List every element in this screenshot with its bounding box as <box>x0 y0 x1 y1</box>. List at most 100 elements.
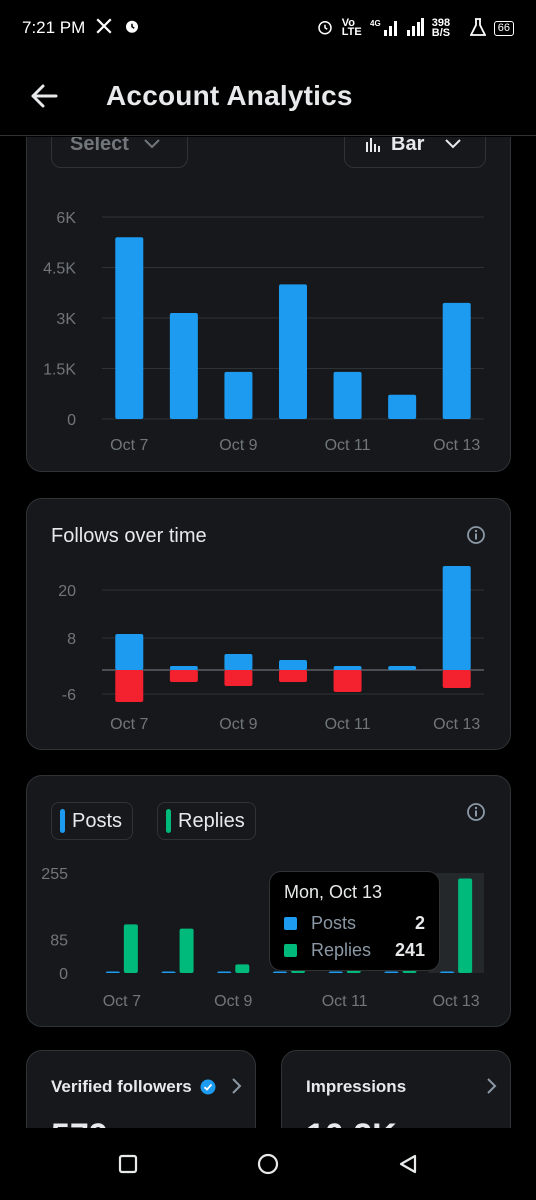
bar <box>224 654 253 670</box>
y-tick-label: 1.5K <box>43 362 76 379</box>
bar <box>179 928 194 973</box>
x-tick-label: Oct 9 <box>219 437 257 454</box>
chevron-right-icon <box>487 1078 497 1094</box>
tooltip-row-posts: Posts 2 <box>284 913 425 934</box>
replies-filter-chip[interactable]: Replies <box>157 802 256 840</box>
chevron-down-icon <box>144 139 160 149</box>
bar-chart-icon <box>366 138 380 152</box>
follows-bar-chart: 20 8 -6 Oct 7 Oct 9 Oct 11 Oct 13 <box>58 566 484 733</box>
info-icon[interactable] <box>466 802 486 822</box>
signal-4g-icon: 4G <box>370 18 398 39</box>
volte-icon: Vo LTE <box>341 17 362 38</box>
back-button[interactable] <box>24 76 64 116</box>
status-bar: 7:21 PM Vo LTE 4G 398 B/S 66 <box>0 0 536 56</box>
posts-swatch <box>60 809 65 833</box>
circle-icon <box>257 1153 279 1175</box>
bar <box>161 971 176 973</box>
bar <box>328 971 343 973</box>
bar <box>224 371 253 419</box>
y-tick-label: -6 <box>62 687 76 704</box>
tooltip-replies-swatch <box>284 944 297 957</box>
tooltip-replies-value: 241 <box>394 940 425 960</box>
y-tick-label: 3K <box>56 311 76 328</box>
home-button[interactable] <box>248 1144 288 1184</box>
x-tick-label: Oct 13 <box>433 716 480 733</box>
y-tick-label: 0 <box>67 412 76 429</box>
bar <box>115 237 144 419</box>
replies-chip-label: Replies <box>178 809 245 832</box>
bar <box>217 971 232 973</box>
bar <box>333 670 362 692</box>
chart-type-label: Bar <box>391 137 425 155</box>
posts-replies-card: Posts Replies 255 85 0 Oct 7 Oct 9 Oct 11 Oct … <box>26 775 511 1027</box>
chart-tooltip: Mon, Oct 13 Posts 2 Replies 241 <box>269 871 440 971</box>
tooltip-posts-swatch <box>284 917 297 930</box>
svg-text:4G: 4G <box>370 19 381 28</box>
recent-apps-button[interactable] <box>108 1144 148 1184</box>
tooltip-posts-value: 2 <box>414 913 425 933</box>
bar <box>279 284 307 419</box>
signal-icon <box>406 17 424 39</box>
chart-type-dropdown[interactable]: Bar <box>344 137 486 168</box>
alarm-clock-icon <box>123 17 141 40</box>
x-tick-label: Oct 11 <box>322 993 368 1010</box>
x-tick-label: Oct 7 <box>110 437 148 454</box>
bar <box>442 670 471 688</box>
bar <box>273 971 287 973</box>
impressions-stat-card[interactable]: Impressions 10.2K <box>281 1050 511 1128</box>
impressions-label: Impressions <box>306 1077 407 1096</box>
back-nav-button[interactable] <box>388 1144 428 1184</box>
impressions-label-wrap: Impressions <box>306 1077 406 1097</box>
x-logo-icon <box>95 17 113 40</box>
tooltip-title: Mon, Oct 13 <box>284 882 383 902</box>
bar <box>123 924 138 973</box>
verified-followers-card[interactable]: Verified followers 579 <box>26 1050 256 1128</box>
info-icon[interactable] <box>466 525 486 545</box>
x-tick-label: Oct 9 <box>219 716 257 733</box>
bar <box>169 666 198 670</box>
bar <box>384 971 399 973</box>
arrow-left-icon <box>31 84 58 107</box>
chevron-down-icon <box>445 139 462 149</box>
posts-chip-label: Posts <box>72 809 123 832</box>
bar <box>169 670 198 682</box>
analytics-scroll-area[interactable]: Select Bar 6K 4.5K 3K 1.5K 0 Oct 7 Oct 9 Oct 11… <box>0 137 536 1128</box>
system-nav-bar <box>0 1128 536 1200</box>
status-time: 7:21 PM <box>22 18 86 37</box>
impressions-chart-card: Select Bar 6K 4.5K 3K 1.5K 0 Oct 7 Oct 9 Oct 11… <box>26 137 511 472</box>
tooltip-row-replies: Replies 241 <box>284 940 425 961</box>
y-tick-label: 255 <box>41 866 68 883</box>
y-tick-label: 6K <box>56 210 76 227</box>
x-tick-label: Oct 11 <box>325 437 371 454</box>
follows-card: Follows over time 20 8 -6 Oct 7 Oct 9 Oct 11 O… <box>26 498 511 750</box>
chevron-right-icon <box>232 1078 242 1094</box>
bar <box>279 660 307 670</box>
bar <box>388 394 417 419</box>
bar <box>105 971 120 973</box>
beaker-icon <box>469 17 487 39</box>
net-speed: 398 B/S <box>431 17 451 39</box>
bar <box>442 302 471 419</box>
x-tick-label: Oct 11 <box>325 716 371 733</box>
bar <box>440 971 455 973</box>
impressions-bar-chart: 6K 4.5K 3K 1.5K 0 Oct 7 Oct 9 Oct 11 Oct 13 <box>43 210 484 454</box>
x-tick-label: Oct 13 <box>433 993 480 1010</box>
bar <box>333 371 362 419</box>
bar <box>458 878 473 973</box>
bar <box>169 312 198 419</box>
bar <box>333 666 362 670</box>
metric-select-label: Select <box>70 137 129 155</box>
bar <box>224 670 253 686</box>
verified-followers-value: 579 <box>51 1117 108 1128</box>
bar <box>442 566 471 670</box>
replies-swatch <box>166 809 171 833</box>
verified-badge-icon <box>200 1079 216 1095</box>
posts-filter-chip[interactable]: Posts <box>51 802 134 840</box>
follows-title: Follows over time <box>51 525 207 547</box>
bar <box>115 670 144 702</box>
tooltip-replies-label: Replies <box>311 940 372 960</box>
triangle-back-icon <box>399 1154 417 1174</box>
y-tick-label: 85 <box>50 933 68 950</box>
metric-select-dropdown[interactable]: Select <box>51 137 188 168</box>
alarm-icon <box>316 18 334 39</box>
